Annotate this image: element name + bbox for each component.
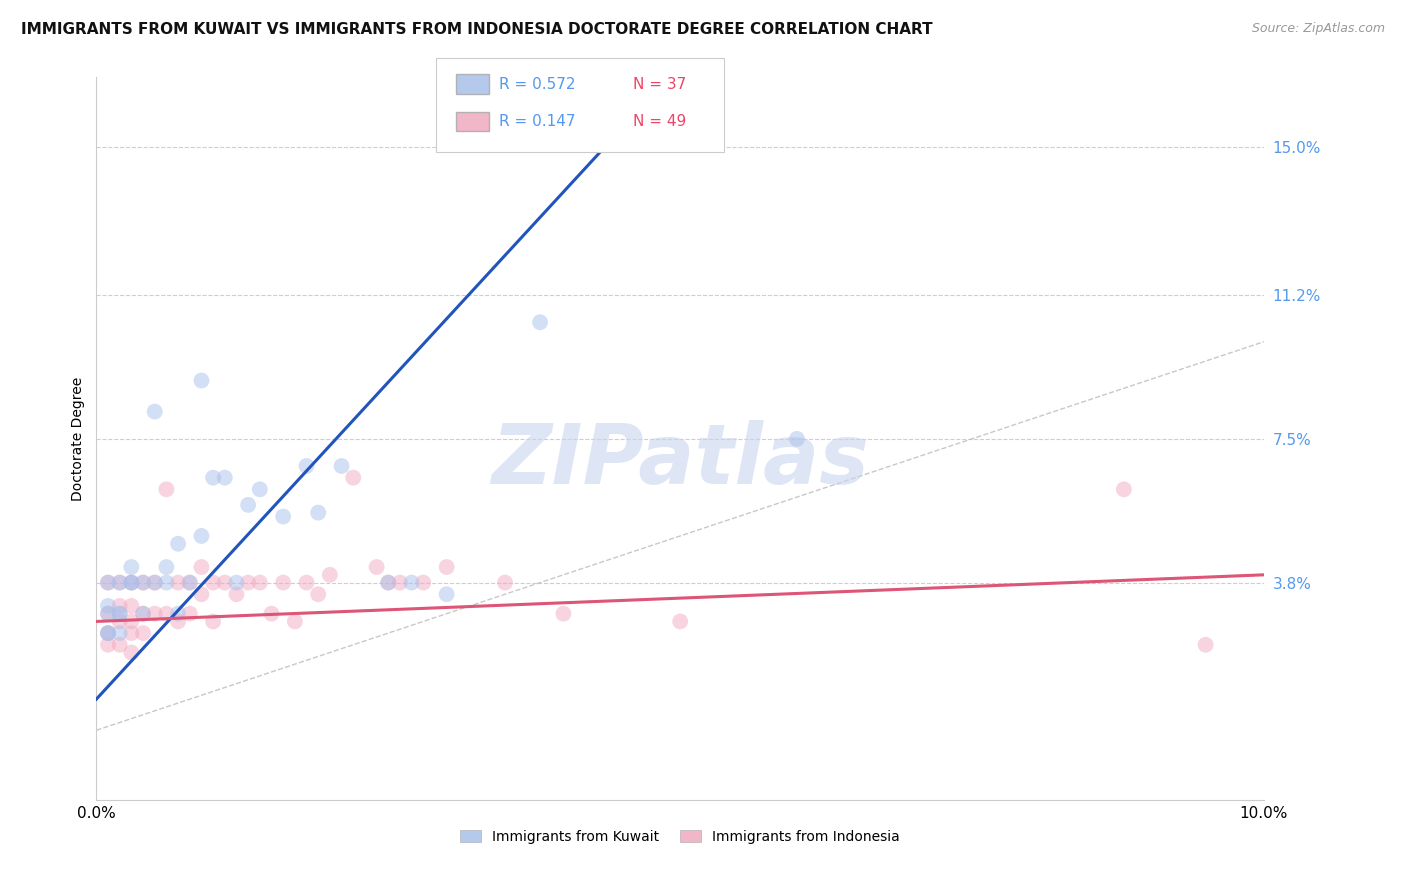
Point: [108, 607, 131, 621]
Text: R = 0.572: R = 0.572: [499, 77, 575, 92]
Text: Source: ZipAtlas.com: Source: ZipAtlas.com: [1251, 22, 1385, 36]
Point: [167, 575, 190, 590]
Point: [249, 483, 271, 497]
Point: [120, 575, 142, 590]
Point: [179, 607, 201, 621]
Point: [377, 575, 399, 590]
Point: [307, 587, 329, 601]
Point: [120, 560, 142, 574]
Point: [97, 607, 120, 621]
Point: [1194, 638, 1216, 652]
Point: [225, 587, 247, 601]
Point: [179, 575, 201, 590]
Point: [786, 432, 808, 446]
Text: R = 0.147: R = 0.147: [499, 114, 575, 129]
Point: [97, 626, 120, 640]
Point: [108, 575, 131, 590]
Point: [669, 615, 692, 629]
Point: [108, 615, 131, 629]
Point: [120, 575, 142, 590]
Point: [436, 587, 458, 601]
Point: [143, 575, 166, 590]
Point: [108, 638, 131, 652]
Point: [143, 575, 166, 590]
Point: [271, 509, 294, 524]
Point: [366, 560, 388, 574]
Point: [97, 575, 120, 590]
Point: [494, 575, 516, 590]
Point: [271, 575, 294, 590]
Point: [120, 626, 142, 640]
Point: [202, 471, 225, 485]
Point: [155, 607, 177, 621]
Point: [412, 575, 434, 590]
Point: [202, 615, 225, 629]
Point: [108, 607, 131, 621]
Point: [295, 458, 318, 473]
Point: [330, 458, 353, 473]
Y-axis label: Doctorate Degree: Doctorate Degree: [72, 376, 86, 501]
Point: [319, 567, 342, 582]
Point: [284, 615, 307, 629]
Point: [120, 599, 142, 613]
Point: [120, 615, 142, 629]
Point: [295, 575, 318, 590]
Point: [1112, 483, 1135, 497]
Text: N = 49: N = 49: [633, 114, 686, 129]
Point: [342, 471, 364, 485]
Point: [214, 471, 236, 485]
Point: [97, 607, 120, 621]
Point: [132, 575, 155, 590]
Point: [377, 575, 399, 590]
Point: [202, 575, 225, 590]
Point: [97, 638, 120, 652]
Point: [143, 404, 166, 418]
Point: [190, 529, 212, 543]
Point: [120, 646, 142, 660]
Point: [132, 626, 155, 640]
Point: [401, 575, 423, 590]
Point: [108, 575, 131, 590]
Point: [236, 498, 259, 512]
Text: N = 37: N = 37: [633, 77, 686, 92]
Point: [155, 575, 177, 590]
Point: [97, 626, 120, 640]
Point: [132, 607, 155, 621]
Text: IMMIGRANTS FROM KUWAIT VS IMMIGRANTS FROM INDONESIA DOCTORATE DEGREE CORRELATION: IMMIGRANTS FROM KUWAIT VS IMMIGRANTS FRO…: [21, 22, 932, 37]
Point: [225, 575, 247, 590]
Point: [120, 575, 142, 590]
Point: [260, 607, 283, 621]
Point: [249, 575, 271, 590]
Point: [190, 587, 212, 601]
Point: [167, 615, 190, 629]
Point: [214, 575, 236, 590]
Point: [97, 575, 120, 590]
Point: [108, 599, 131, 613]
Point: [179, 575, 201, 590]
Point: [132, 575, 155, 590]
Point: [97, 626, 120, 640]
Point: [388, 575, 411, 590]
Point: [167, 607, 190, 621]
Point: [155, 483, 177, 497]
Point: [132, 607, 155, 621]
Point: [307, 506, 329, 520]
Point: [167, 537, 190, 551]
Legend: Immigrants from Kuwait, Immigrants from Indonesia: Immigrants from Kuwait, Immigrants from …: [460, 830, 900, 844]
Point: [97, 599, 120, 613]
Point: [155, 560, 177, 574]
Point: [190, 374, 212, 388]
Point: [553, 607, 575, 621]
Text: ZIPatlas: ZIPatlas: [491, 420, 869, 501]
Point: [190, 560, 212, 574]
Point: [236, 575, 259, 590]
Point: [529, 315, 551, 329]
Point: [436, 560, 458, 574]
Point: [108, 626, 131, 640]
Point: [143, 607, 166, 621]
